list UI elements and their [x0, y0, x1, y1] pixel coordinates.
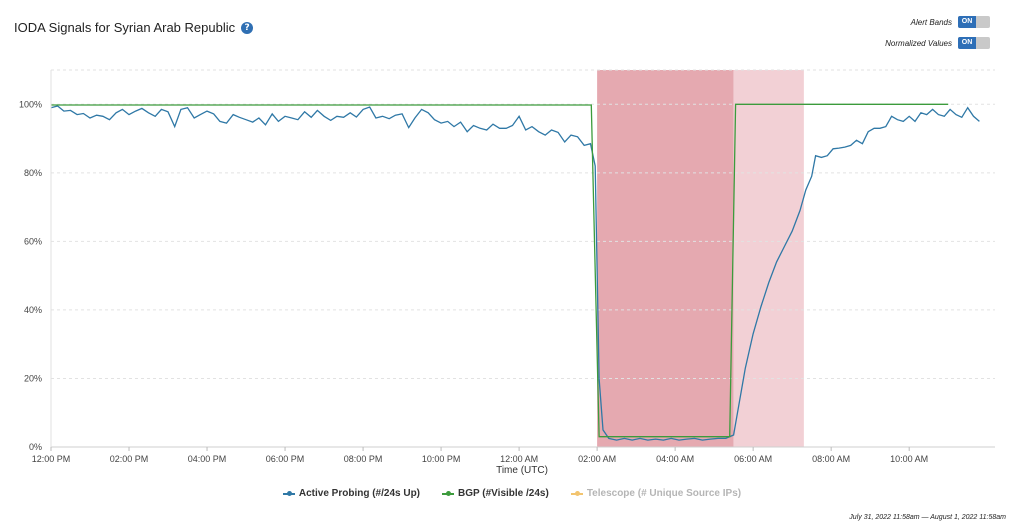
- y-tick-label: 40%: [24, 305, 42, 315]
- x-tick-label: 08:00 AM: [812, 454, 850, 464]
- normalized-values-label: Normalized Values: [885, 38, 952, 48]
- help-icon[interactable]: ?: [241, 21, 254, 34]
- alert-bands-toggle[interactable]: ON: [958, 16, 990, 28]
- legend-label: Active Probing (#/24s Up): [298, 488, 421, 499]
- chart-legend: Active Probing (#/24s Up) BGP (#Visible /…: [0, 488, 1024, 499]
- chart-axes: 0% 20% 40% 60% 80% 100% 12:00 PM 02:00 PM 04:00 …: [19, 70, 995, 464]
- x-tick-label: 12:00 PM: [32, 454, 71, 464]
- series-line-1: [51, 103, 949, 438]
- y-tick-label: 100%: [19, 99, 42, 109]
- normalized-values-control: Normalized Values ON: [885, 37, 990, 49]
- alert-band-warning: [733, 70, 804, 447]
- alert-band-critical: [597, 70, 734, 447]
- legend-label: BGP (#Visible /24s): [458, 488, 549, 499]
- x-tick-label: 02:00 PM: [110, 454, 149, 464]
- x-tick-label: 12:00 AM: [500, 454, 538, 464]
- alert-bands-control: Alert Bands ON: [911, 16, 990, 28]
- series-line-0: [50, 105, 980, 441]
- x-tick-label: 02:00 AM: [578, 454, 616, 464]
- legend-label: Telescope (# Unique Source IPs): [586, 488, 742, 499]
- legend-swatch-dot: [574, 491, 580, 496]
- x-tick-label: 10:00 PM: [422, 454, 461, 464]
- normalized-values-toggle-state: ON: [958, 37, 976, 49]
- normalized-values-toggle[interactable]: ON: [958, 37, 990, 49]
- alert-bands: [597, 70, 804, 447]
- legend-item-0[interactable]: Active Probing (#/24s Up): [282, 488, 421, 499]
- x-tick-label: 10:00 AM: [890, 454, 928, 464]
- y-tick-label: 0%: [29, 442, 42, 452]
- alert-bands-toggle-state: ON: [958, 16, 976, 28]
- time-range-label: July 31, 2022 11:58am — August 1, 2022 1…: [849, 514, 1006, 521]
- x-tick-label: 06:00 PM: [266, 454, 305, 464]
- legend-swatch: [282, 491, 295, 496]
- x-tick-label: 06:00 AM: [734, 454, 772, 464]
- x-axis-title: Time (UTC): [496, 465, 548, 476]
- y-tick-label: 60%: [24, 236, 42, 246]
- x-tick-label: 04:00 AM: [656, 454, 694, 464]
- page-title: IODA Signals for Syrian Arab Republic: [14, 20, 236, 35]
- y-tick-label: 20%: [24, 373, 42, 383]
- y-tick-label: 80%: [24, 168, 42, 178]
- legend-item-2[interactable]: Telescope (# Unique Source IPs): [570, 488, 742, 499]
- legend-swatch-dot: [286, 491, 292, 496]
- signals-chart: 0% 20% 40% 60% 80% 100% 12:00 PM 02:00 PM 04:00 …: [19, 69, 995, 476]
- legend-item-1[interactable]: BGP (#Visible /24s): [442, 488, 549, 499]
- chart-series: [50, 103, 980, 441]
- x-tick-label: 08:00 PM: [344, 454, 383, 464]
- legend-swatch: [442, 491, 455, 496]
- alert-bands-label: Alert Bands: [910, 17, 952, 27]
- chart-header: IODA Signals for Syrian Arab Republic ?: [14, 20, 254, 35]
- legend-swatch: [570, 491, 583, 496]
- legend-swatch-dot: [446, 491, 452, 496]
- x-tick-label: 04:00 PM: [188, 454, 227, 464]
